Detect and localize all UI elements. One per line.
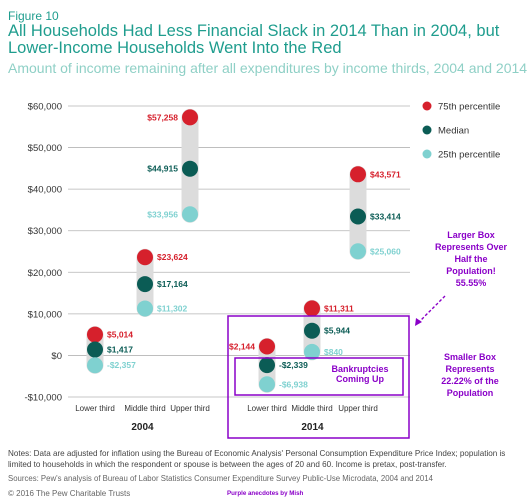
p75-point: [259, 338, 275, 355]
p75-point: [304, 300, 320, 317]
y-tick-label: $60,000: [28, 102, 62, 113]
median-data-label: $1,417: [107, 345, 133, 355]
median-data-label: $5,944: [324, 326, 350, 336]
annotation-arrowhead: [415, 318, 422, 326]
median-point: [259, 357, 275, 374]
median-data-label: -$2,339: [279, 360, 308, 370]
chart-title: All Households Had Less Financial Slack …: [8, 22, 500, 57]
inner-annotation-line: Coming Up: [336, 374, 384, 384]
small-annotation-line: Represents: [445, 364, 494, 374]
median-point: [182, 160, 198, 177]
median-point: [304, 322, 320, 339]
p75-data-label: $43,571: [370, 169, 401, 179]
p75-data-label: $5,014: [107, 330, 133, 340]
year-label: 2014: [301, 422, 324, 433]
p25-point: [182, 206, 198, 223]
p75-data-label: $2,144: [229, 342, 255, 352]
range-dot-chart: -$10,000 $0 $10,000 $20,000 $30,000 $40,000 $5…: [24, 101, 508, 439]
chart-subtitle: Amount of income remaining after all exp…: [8, 60, 528, 76]
p75-data-label: $23,624: [157, 252, 188, 262]
y-tick-label: $30,000: [28, 226, 62, 237]
category-label: Lower third: [75, 404, 115, 413]
large-annotation-line: 55.55%: [456, 278, 487, 288]
figure-label: Figure 10: [8, 9, 59, 23]
median-data-label: $44,915: [147, 164, 178, 174]
p25-data-label: $33,956: [147, 209, 178, 219]
category-label: Lower third: [247, 404, 287, 413]
copyright: © 2016 The Pew Charitable Trusts: [8, 489, 131, 498]
p25-point: [304, 343, 320, 360]
large-annotation-line: Half the: [454, 254, 487, 264]
category-label: Upper third: [338, 404, 378, 413]
large-annotation-line: Population!: [446, 266, 496, 276]
chart-sources: Sources: Pew's analysis of Bureau of Lab…: [8, 474, 433, 483]
legend-label-p25: 25th percentile: [438, 150, 500, 161]
legend-label-median: Median: [438, 126, 469, 137]
p25-point: [137, 300, 153, 317]
chart-notes: Notes: Data are adjusted for inflation u…: [8, 449, 506, 469]
p25-point: [259, 376, 275, 393]
y-tick-label: $0: [51, 351, 62, 362]
category-label: Middle third: [291, 404, 332, 413]
legend-swatch-median: [422, 125, 432, 135]
p25-data-label: $840: [324, 347, 343, 357]
legend-swatch-p75: [422, 101, 432, 111]
y-tick-label: -$10,000: [24, 393, 62, 404]
large-annotation-line: Represents Over: [435, 242, 508, 252]
p75-point: [182, 109, 198, 126]
large-annotation-box: [227, 315, 410, 439]
median-point: [137, 276, 153, 293]
p25-data-label: -$2,357: [107, 360, 136, 370]
p25-data-label: -$6,938: [279, 379, 308, 389]
legend-label-p75: 75th percentile: [438, 102, 500, 113]
large-annotation-line: Larger Box: [447, 230, 495, 240]
y-tick-label: $40,000: [28, 185, 62, 196]
small-annotation-box: [234, 357, 404, 396]
annotation-credit: Purple anecdotes by Mish: [227, 490, 304, 497]
p75-data-label: $57,258: [147, 112, 178, 122]
small-annotation-line: Population: [447, 388, 494, 398]
p25-point: [350, 243, 366, 260]
y-tick-label: $10,000: [28, 309, 62, 320]
median-data-label: $17,164: [157, 279, 188, 289]
legend-swatch-p25: [422, 149, 432, 159]
inner-annotation-line: Bankruptcies: [331, 364, 388, 374]
year-label: 2004: [131, 422, 154, 433]
small-annotation-line: Smaller Box: [444, 352, 496, 362]
p25-data-label: $25,060: [370, 246, 401, 256]
median-point: [87, 341, 103, 358]
p75-point: [87, 326, 103, 343]
category-label: Upper third: [170, 404, 210, 413]
p25-data-label: $11,302: [157, 303, 188, 313]
y-tick-label: $50,000: [28, 143, 62, 154]
annotation-arrow: [417, 295, 446, 324]
p75-data-label: $11,311: [324, 303, 354, 313]
p75-point: [350, 166, 366, 183]
category-label: Middle third: [124, 404, 165, 413]
y-tick-label: $20,000: [28, 268, 62, 279]
p75-point: [137, 249, 153, 266]
median-point: [350, 208, 366, 225]
small-annotation-line: 22.22% of the: [441, 376, 499, 386]
p25-point: [87, 357, 103, 374]
median-data-label: $33,414: [370, 212, 401, 222]
